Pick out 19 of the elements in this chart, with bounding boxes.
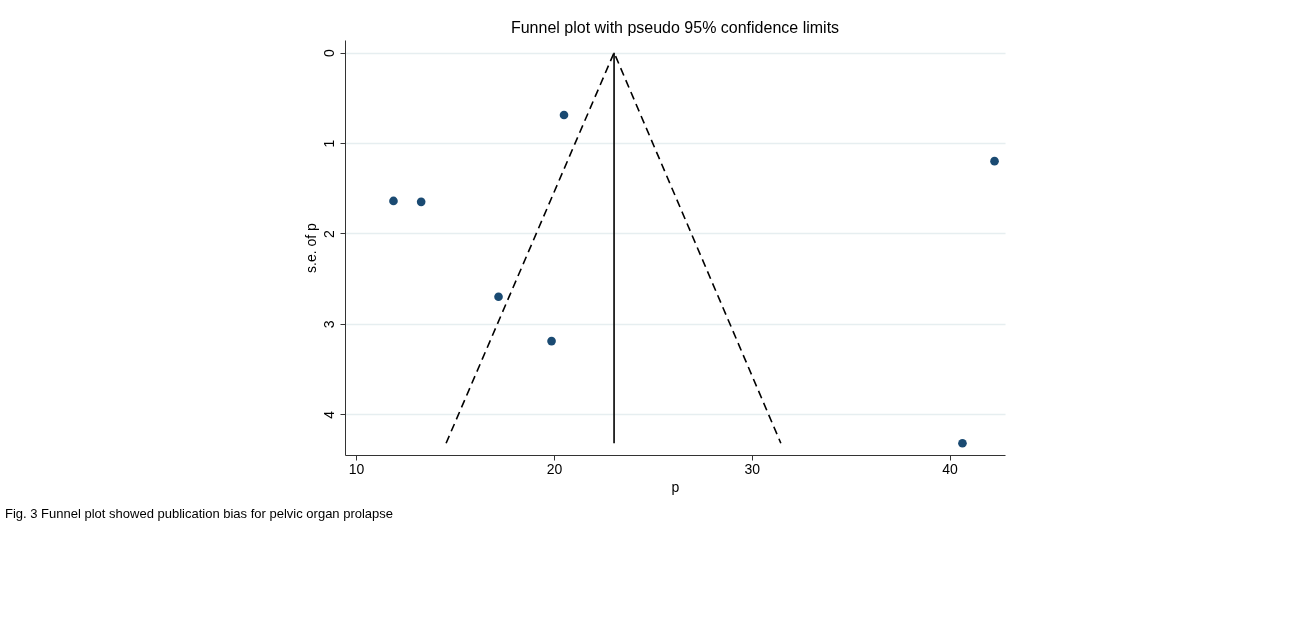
caption: Fig. 3 Funnel plot showed publication bias for pelvic organ prolapse	[5, 506, 394, 521]
point	[389, 196, 398, 206]
x-tick-label: 10	[348, 460, 365, 477]
chart-title: Funnel plot with pseudo 95% confidence limits	[510, 19, 840, 36]
point	[547, 336, 556, 346]
x-tick-label: 20	[546, 460, 563, 477]
x-tick-label: 30	[744, 460, 761, 477]
x-tick-label: 40	[942, 460, 959, 477]
y-tick-label: 1	[320, 139, 337, 148]
y-tick-label: 3	[320, 320, 337, 329]
y-tick-label: 0	[320, 49, 337, 58]
y-axis-title: s.e. of p	[302, 222, 319, 273]
point	[416, 197, 426, 207]
y-tick-label: 4	[320, 410, 337, 419]
point	[990, 156, 999, 166]
y-tick-label: 2	[320, 229, 337, 238]
point	[958, 438, 967, 448]
x-axis-title: p	[671, 478, 680, 495]
point	[494, 292, 503, 302]
